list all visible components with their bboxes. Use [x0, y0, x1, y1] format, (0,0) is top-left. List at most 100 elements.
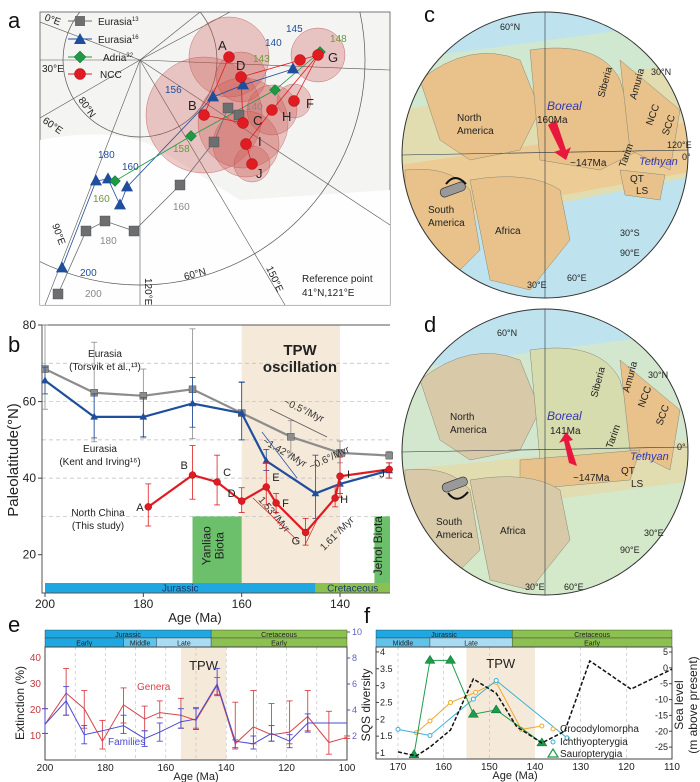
x-tick-label: 150	[481, 762, 498, 773]
series-line	[147, 468, 390, 535]
ncc-letter-label: I	[258, 134, 262, 149]
legend-square-icon	[75, 16, 85, 26]
point-label: F	[282, 498, 289, 510]
ncc-letter-label: J	[256, 166, 263, 181]
period-label: Jurassic	[431, 632, 457, 639]
legend-label: Ichthyopterygia	[560, 737, 628, 748]
grid-30n: 30°N	[651, 67, 671, 77]
series-label: North China	[71, 508, 125, 519]
panel-label-c: c	[424, 2, 435, 27]
period-bar	[45, 583, 316, 593]
legend-adria: Adria32	[103, 53, 134, 64]
data-point	[470, 696, 476, 702]
panel-c-globe-160ma: Boreal 160Ma ~147Ma North America Siberi…	[401, 11, 692, 299]
x-tick-label: 140	[218, 763, 235, 774]
point-label: G	[292, 536, 301, 548]
y-right-axis-label: (m above present)	[686, 656, 700, 753]
label-south-america: South	[428, 205, 454, 216]
label-boreal: Boreal	[547, 99, 582, 113]
ncc-pole	[223, 51, 235, 63]
eurasia13-pole	[208, 136, 220, 148]
rate-guide-line	[304, 517, 319, 546]
eurasia16-age-label: 156	[165, 85, 182, 96]
x-tick-label: 120	[618, 762, 635, 773]
data-point	[385, 465, 393, 474]
label-tethyan: Tethyan	[630, 451, 669, 463]
label-north-america-2: America	[450, 425, 487, 436]
data-point	[139, 412, 148, 420]
data-point	[213, 478, 221, 486]
label-south-america-2: America	[428, 218, 465, 229]
epoch-label: Early	[271, 641, 287, 648]
x-axis-label: Age (Ma)	[173, 771, 218, 782]
grid-90e: 90°E	[620, 248, 640, 258]
eurasia13-age-label: 180	[100, 236, 117, 247]
grid-60e: 60°E	[567, 273, 587, 283]
label-0e: 0°E	[43, 12, 62, 28]
epoch-label: Middle	[393, 641, 414, 648]
data-point	[467, 708, 479, 718]
x-tick-label: 120	[278, 763, 295, 774]
y-axis-label: Extinction (%)	[13, 666, 27, 740]
tpw-shaded-band	[241, 325, 341, 593]
epoch-label: Late	[464, 641, 478, 648]
y-right-tick-label: -25	[655, 742, 668, 752]
y-tick-label: 40	[30, 653, 42, 664]
globe-d-labels: Boreal 141Ma ~147Ma North America Siberi…	[436, 328, 686, 592]
x-tick-label: 160	[232, 597, 252, 611]
legend-marker-icon	[550, 739, 556, 745]
apparent-polar-wander-paths: A B C D F G H I J 200 180 160 156 140 145 200 180 160 140 1…	[52, 24, 347, 300]
label-age-start: 141Ma	[550, 426, 581, 437]
ncc-path	[245, 54, 319, 165]
y-tick-label: 3	[380, 681, 385, 691]
biota-label: Yanliao	[200, 526, 214, 565]
ncc-pole	[246, 158, 258, 170]
axes-frame	[41, 324, 390, 594]
eurasia13-pole	[128, 225, 140, 237]
label-north-america: North	[450, 412, 474, 423]
x-tick-label: 180	[133, 597, 153, 611]
x-axis-label: Age (Ma)	[492, 770, 537, 782]
series-label: (Torsvik et al.,¹³)	[69, 362, 141, 373]
point-label: B	[181, 460, 188, 472]
y-right-tick-label: 4	[352, 705, 357, 715]
reference-point-coords: 41°N,121°E	[302, 288, 355, 299]
grid-60n: 60°N	[497, 328, 517, 338]
tpw-label: TPW	[189, 658, 219, 673]
data-point	[336, 472, 344, 480]
y-tick-label: 20	[30, 705, 42, 716]
y-right-tick-label: -20	[655, 726, 668, 736]
y-axis-label: Paleolatitude(°N)	[5, 403, 22, 517]
y-tick-label: 80	[23, 318, 37, 332]
grid-30e: 30°E	[527, 280, 547, 290]
x-tick-label: 110	[664, 762, 680, 773]
eurasia16-pole	[89, 174, 103, 186]
data-point	[311, 489, 320, 497]
eurasia13-age-label: 200	[85, 289, 102, 300]
legend-circle-icon	[74, 68, 86, 80]
series-line	[44, 368, 390, 457]
y-tick-label: 1.5	[380, 731, 393, 741]
data-point	[188, 399, 197, 407]
label-120e: 120°E	[142, 278, 153, 306]
panel-label-f: f	[364, 603, 371, 628]
x-tick-label: 140	[330, 597, 350, 611]
rate-guide-line	[261, 431, 298, 479]
y-tick-label: 2	[380, 714, 385, 724]
y-tick-label: 60	[23, 395, 37, 409]
data-point	[424, 654, 436, 664]
eurasia16-age-label: 180	[98, 150, 115, 161]
legend-label: Crocodylomorpha	[560, 724, 639, 735]
ncc-path	[293, 54, 319, 102]
point-label: A	[136, 502, 144, 514]
axes-frame	[375, 646, 673, 760]
eurasia16-age-label: 140	[265, 38, 282, 49]
tpw-label: TPW	[283, 342, 317, 359]
map-legend: Eurasia13 Eurasia16 Adria32 NCC	[68, 16, 139, 81]
x-axis-label: Age (Ma)	[168, 610, 221, 625]
label-age-start: 160Ma	[537, 115, 568, 126]
adria-pole	[269, 84, 281, 96]
grid-60e: 60°E	[564, 582, 584, 592]
biota-box	[192, 516, 242, 583]
data-point	[493, 678, 499, 684]
